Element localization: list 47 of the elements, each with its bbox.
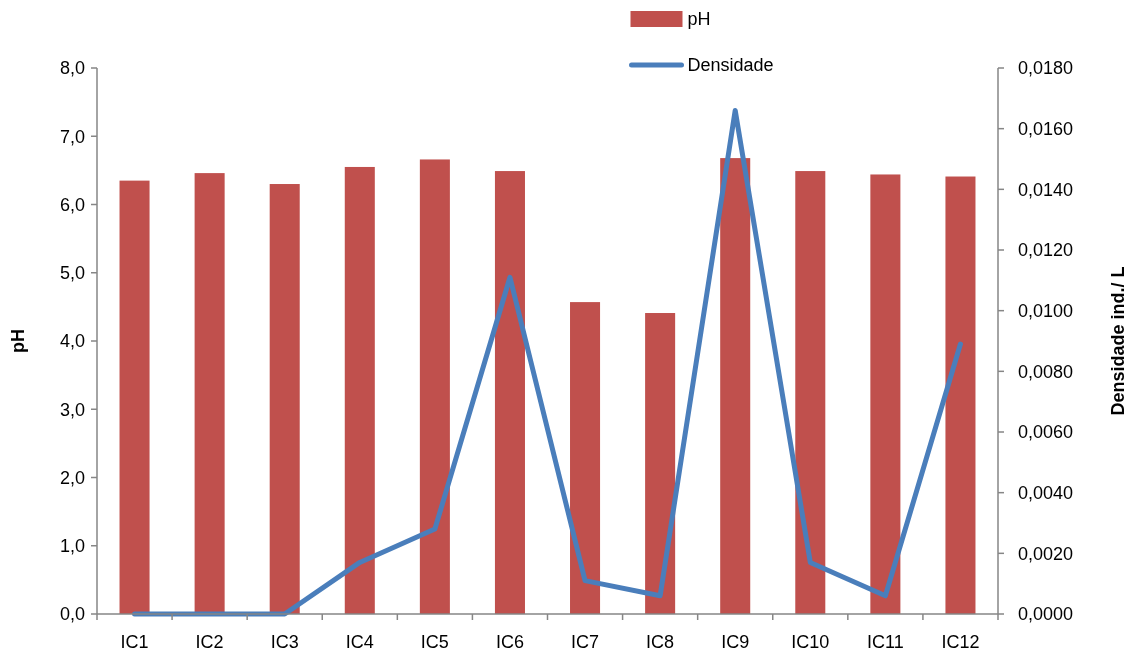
- y-tick-label: 7,0: [59, 126, 85, 147]
- x-tick-label: IC4: [345, 632, 374, 652]
- y2-tick-label: 0,0160: [1018, 118, 1074, 139]
- bar: [720, 158, 751, 614]
- y2-axis-title: Densidade ind./ L: [1108, 266, 1128, 416]
- bar: [945, 176, 976, 614]
- bar: [570, 302, 601, 614]
- x-tick-label: IC10: [791, 632, 830, 652]
- x-tick-label: IC5: [420, 632, 449, 652]
- bar: [795, 171, 826, 614]
- legend-label: Densidade: [687, 55, 774, 76]
- x-tick-label: IC7: [571, 632, 600, 652]
- y-tick-label: 8,0: [59, 58, 85, 79]
- y-tick-label: 6,0: [59, 194, 85, 215]
- y-tick-label: 0,0: [59, 604, 85, 625]
- bar: [344, 166, 375, 614]
- y-tick-label: 4,0: [59, 331, 85, 352]
- bar: [119, 180, 150, 614]
- bar: [269, 184, 300, 614]
- y2-tick-label: 0,0180: [1018, 58, 1074, 79]
- legend-label: pH: [687, 9, 711, 30]
- y-tick-label: 3,0: [59, 399, 85, 420]
- bar: [870, 174, 901, 614]
- bar: [645, 313, 676, 614]
- bar: [194, 173, 225, 614]
- y2-tick-label: 0,0040: [1018, 482, 1074, 503]
- y2-tick-label: 0,0120: [1018, 240, 1074, 261]
- y2-tick-label: 0,0060: [1018, 422, 1074, 443]
- x-tick-label: IC8: [646, 632, 675, 652]
- x-tick-label: IC2: [195, 632, 224, 652]
- x-tick-label: IC3: [270, 632, 299, 652]
- y2-tick-label: 0,0140: [1018, 179, 1074, 200]
- y-tick-label: 1,0: [59, 536, 85, 557]
- x-tick-label: IC12: [941, 632, 980, 652]
- y2-tick-label: 0,0080: [1018, 361, 1074, 382]
- y-tick-label: 2,0: [59, 467, 85, 488]
- x-tick-label: IC6: [495, 632, 524, 652]
- y2-tick-label: 0,0020: [1018, 543, 1074, 564]
- y2-tick-label: 0,0100: [1018, 300, 1074, 321]
- x-tick-label: IC11: [867, 632, 904, 652]
- y-axis-title: pH: [8, 329, 28, 353]
- y-tick-label: 5,0: [59, 263, 85, 284]
- bar: [494, 171, 525, 614]
- y2-tick-label: 0,0000: [1018, 604, 1074, 625]
- bar: [419, 159, 450, 614]
- x-tick-label: IC1: [120, 632, 149, 652]
- x-tick-label: IC9: [721, 632, 750, 652]
